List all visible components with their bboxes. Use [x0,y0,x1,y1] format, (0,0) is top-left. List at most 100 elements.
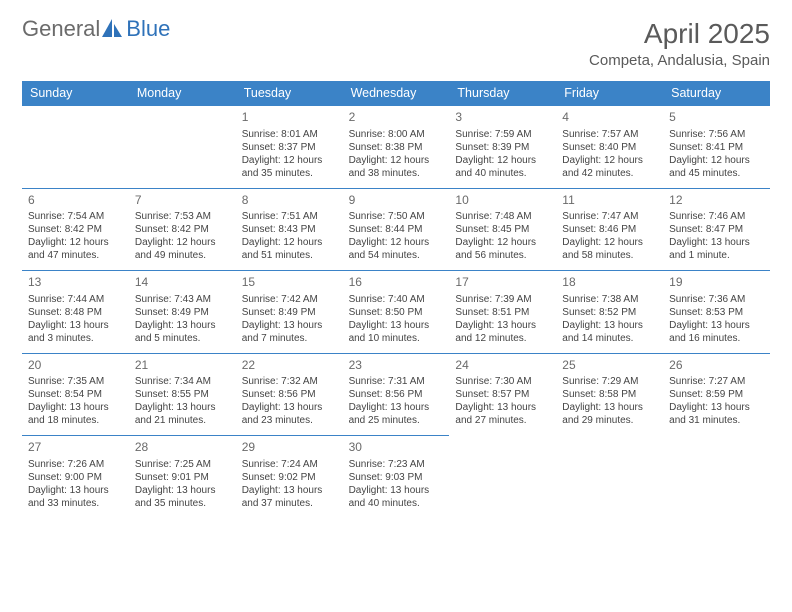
day-cell: 24Sunrise: 7:30 AMSunset: 8:57 PMDayligh… [449,353,556,436]
day-cell: 27Sunrise: 7:26 AMSunset: 9:00 PMDayligh… [22,435,129,518]
calendar-body: 1Sunrise: 8:01 AMSunset: 8:37 PMDaylight… [22,105,770,518]
day-number: 28 [135,440,230,456]
daylight-line: Daylight: 12 hours and 42 minutes. [562,154,657,180]
day-cell: 28Sunrise: 7:25 AMSunset: 9:01 PMDayligh… [129,435,236,518]
sunset-line: Sunset: 8:50 PM [349,306,444,319]
day-cell: 29Sunrise: 7:24 AMSunset: 9:02 PMDayligh… [236,435,343,518]
day-cell: 14Sunrise: 7:43 AMSunset: 8:49 PMDayligh… [129,270,236,353]
day-cell: 30 Sunrise: 7:23 AMSunset: 9:03 PMDayligh… [343,435,450,518]
weekday-header: Wednesday [343,81,450,105]
sunset-line: Sunset: 8:37 PM [242,141,337,154]
sunset-line: Sunset: 8:43 PM [242,223,337,236]
day-number: 21 [135,358,230,374]
day-number: 7 [135,193,230,209]
daylight-line: Daylight: 12 hours and 54 minutes. [349,236,444,262]
sunset-line: Sunset: 8:55 PM [135,388,230,401]
day-number: 4 [562,110,657,126]
day-number: 20 [28,358,123,374]
day-cell: 18Sunrise: 7:38 AMSunset: 8:52 PMDayligh… [556,270,663,353]
day-cell: 6Sunrise: 7:54 AMSunset: 8:42 PMDaylight… [22,188,129,271]
daylight-line: Daylight: 13 hours and 3 minutes. [28,319,123,345]
sunset-line: Sunset: 8:38 PM [349,141,444,154]
daylight-line: Daylight: 12 hours and 58 minutes. [562,236,657,262]
sunrise-line: Sunrise: 7:59 AM [455,128,550,141]
sunset-line: Sunset: 8:49 PM [242,306,337,319]
day-number: 10 [455,193,550,209]
sunrise-line: Sunrise: 7:29 AM [562,375,657,388]
sunrise-line: Sunrise: 7:25 AM [135,458,230,471]
sunrise-line: Sunrise: 7:57 AM [562,128,657,141]
day-cell: 10Sunrise: 7:48 AMSunset: 8:45 PMDayligh… [449,188,556,271]
sunrise-line: Sunrise: 7:26 AM [28,458,123,471]
daylight-line: Daylight: 13 hours and 14 minutes. [562,319,657,345]
day-number: 19 [669,275,764,291]
day-number: 1 [242,110,337,126]
day-number: 23 [349,358,444,374]
day-cell: 12Sunrise: 7:46 AMSunset: 8:47 PMDayligh… [663,188,770,271]
day-cell: 1Sunrise: 8:01 AMSunset: 8:37 PMDaylight… [236,105,343,188]
empty-cell [129,105,236,188]
sunset-line: Sunset: 8:41 PM [669,141,764,154]
daylight-line: Daylight: 13 hours and 12 minutes. [455,319,550,345]
top-bar: General Blue April 2025 Competa, Andalus… [22,18,770,69]
sunset-line: Sunset: 8:54 PM [28,388,123,401]
sunrise-line: Sunrise: 7:56 AM [669,128,764,141]
weekday-header: Tuesday [236,81,343,105]
day-number: 27 [28,440,123,456]
month-title: April 2025 [589,18,770,50]
daylight-line: Daylight: 12 hours and 38 minutes. [349,154,444,180]
sunset-line: Sunset: 9:03 PM [349,471,444,484]
sunrise-line: Sunrise: 7:23 AM [349,458,444,471]
day-cell: 21Sunrise: 7:34 AMSunset: 8:55 PMDayligh… [129,353,236,436]
day-cell: 23Sunrise: 7:31 AMSunset: 8:56 PMDayligh… [343,353,450,436]
sunset-line: Sunset: 8:51 PM [455,306,550,319]
sunset-line: Sunset: 8:44 PM [349,223,444,236]
sunset-line: Sunset: 9:02 PM [242,471,337,484]
daylight-line: Daylight: 13 hours and 16 minutes. [669,319,764,345]
location-text: Competa, Andalusia, Spain [589,52,770,69]
day-number: 5 [669,110,764,126]
sunset-line: Sunset: 8:47 PM [669,223,764,236]
day-number: 30 [349,440,444,456]
weekday-header: Friday [556,81,663,105]
day-cell: 8Sunrise: 7:51 AMSunset: 8:43 PMDaylight… [236,188,343,271]
daylight-line: Daylight: 12 hours and 35 minutes. [242,154,337,180]
daylight-line: Daylight: 13 hours and 18 minutes. [28,401,123,427]
sunset-line: Sunset: 8:52 PM [562,306,657,319]
daylight-line: Daylight: 12 hours and 45 minutes. [669,154,764,180]
daylight-line: Daylight: 13 hours and 40 minutes. [349,484,444,510]
daylight-line: Daylight: 13 hours and 23 minutes. [242,401,337,427]
daylight-line: Daylight: 13 hours and 25 minutes. [349,401,444,427]
sunrise-line: Sunrise: 7:32 AM [242,375,337,388]
day-cell: 22Sunrise: 7:32 AMSunset: 8:56 PMDayligh… [236,353,343,436]
daylight-line: Daylight: 13 hours and 5 minutes. [135,319,230,345]
sunrise-line: Sunrise: 7:47 AM [562,210,657,223]
day-number: 26 [669,358,764,374]
sunrise-line: Sunrise: 7:34 AM [135,375,230,388]
sunrise-line: Sunrise: 7:48 AM [455,210,550,223]
sunrise-line: Sunrise: 8:00 AM [349,128,444,141]
day-cell: 16Sunrise: 7:40 AMSunset: 8:50 PMDayligh… [343,270,450,353]
daylight-line: Daylight: 13 hours and 31 minutes. [669,401,764,427]
day-cell: 19Sunrise: 7:36 AMSunset: 8:53 PMDayligh… [663,270,770,353]
day-number: 16 [349,275,444,291]
sunset-line: Sunset: 9:01 PM [135,471,230,484]
brand-logo: General Blue [22,18,170,40]
sunrise-line: Sunrise: 7:54 AM [28,210,123,223]
sunrise-line: Sunrise: 7:39 AM [455,293,550,306]
daylight-line: Daylight: 13 hours and 33 minutes. [28,484,123,510]
day-cell: 26Sunrise: 7:27 AMSunset: 8:59 PMDayligh… [663,353,770,436]
day-cell: 13Sunrise: 7:44 AMSunset: 8:48 PMDayligh… [22,270,129,353]
day-cell: 25Sunrise: 7:29 AMSunset: 8:58 PMDayligh… [556,353,663,436]
day-cell: 9Sunrise: 7:50 AMSunset: 8:44 PMDaylight… [343,188,450,271]
weekday-header: Saturday [663,81,770,105]
daylight-line: Daylight: 12 hours and 51 minutes. [242,236,337,262]
weekday-header: Sunday [22,81,129,105]
sunrise-line: Sunrise: 7:27 AM [669,375,764,388]
day-number: 18 [562,275,657,291]
day-cell: 4Sunrise: 7:57 AMSunset: 8:40 PMDaylight… [556,105,663,188]
daylight-line: Daylight: 13 hours and 27 minutes. [455,401,550,427]
day-cell: 5 Sunrise: 7:56 AMSunset: 8:41 PMDaylight… [663,105,770,188]
title-block: April 2025 Competa, Andalusia, Spain [589,18,770,69]
sunset-line: Sunset: 8:45 PM [455,223,550,236]
